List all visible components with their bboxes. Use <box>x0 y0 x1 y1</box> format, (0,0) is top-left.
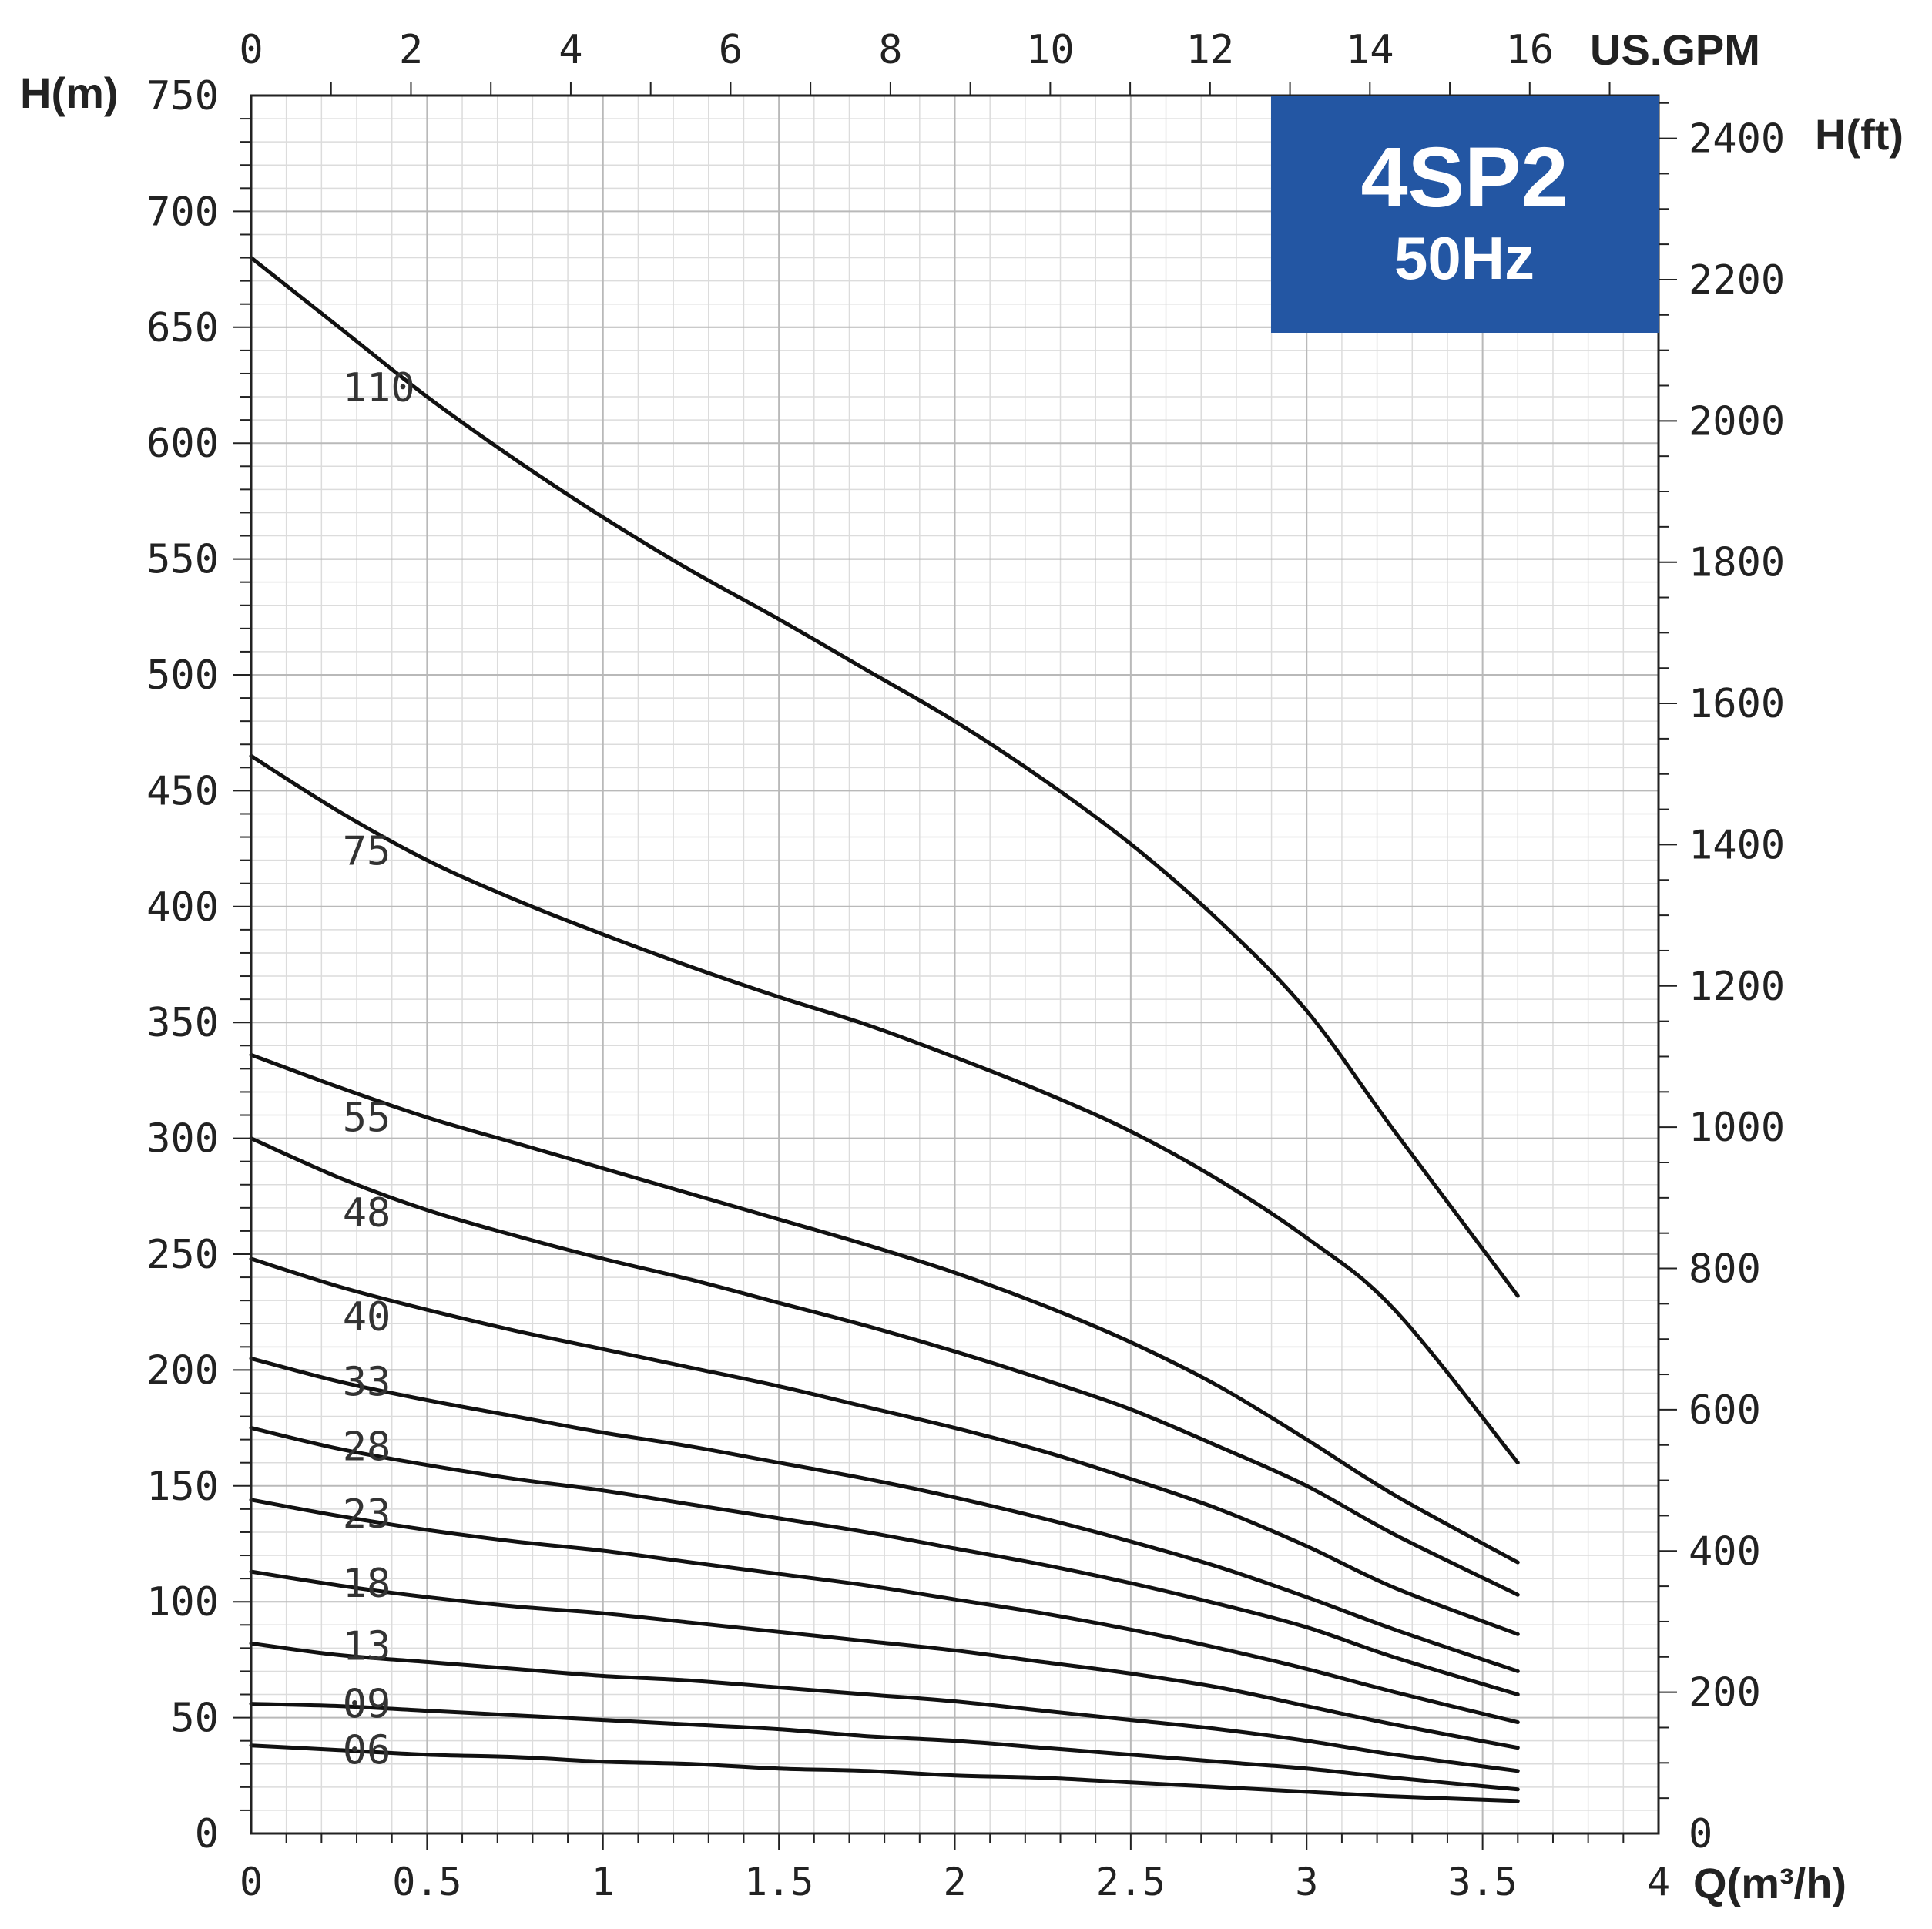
y-axis-title: H(m) <box>20 69 119 117</box>
y-right-tick-label: 2200 <box>1689 257 1785 304</box>
x-axis-bottom: 0 0.5 1 1.5 2 2.5 3 3.5 4 <box>240 1860 1670 1904</box>
curve-48 <box>249 1136 1520 1597</box>
curve-label-110: 110 <box>343 365 415 411</box>
chart-title: 4SP2 <box>1360 130 1568 225</box>
curve-110 <box>249 256 1520 1298</box>
model-badge-box <box>1271 96 1659 333</box>
x-tick-label: 0 <box>240 1860 263 1904</box>
y-right-tick-label: 400 <box>1689 1528 1761 1575</box>
curve-33 <box>249 1356 1520 1673</box>
curve-label-28: 28 <box>343 1424 391 1471</box>
x-tick-label: 1 <box>592 1860 615 1904</box>
y-tick-label: 700 <box>146 189 219 235</box>
x-tick-label: 3 <box>1295 1860 1318 1904</box>
y-right-tick-label: 800 <box>1689 1246 1761 1293</box>
curve-28 <box>249 1426 1520 1696</box>
x-tick-label: 4 <box>1647 1860 1670 1904</box>
y-tick-label: 350 <box>146 1000 219 1046</box>
y-tick-label: 100 <box>146 1579 219 1625</box>
y-axis-left: 0 50 100 150 200 250 300 350 400 450 500 550 600 650 7… <box>146 73 219 1857</box>
x-top-tick-label: 6 <box>719 27 743 73</box>
x-tick-label: 3.5 <box>1447 1860 1517 1904</box>
y-tick-label: 250 <box>146 1232 219 1278</box>
y-tick-label: 450 <box>146 768 219 814</box>
curve-label-33: 33 <box>343 1359 391 1405</box>
curve-label-75: 75 <box>343 829 391 875</box>
y-tick-label: 150 <box>146 1464 219 1510</box>
curve-75 <box>249 753 1520 1465</box>
x-tick-label: 2 <box>943 1860 966 1904</box>
curve-06 <box>249 1743 1520 1803</box>
y-right-tick-label: 2000 <box>1689 398 1785 445</box>
x-top-tick-label: 10 <box>1026 27 1075 73</box>
y-tick-label: 50 <box>170 1696 219 1742</box>
chart-subtitle: 50Hz <box>1394 224 1535 292</box>
y-right-tick-label: 1400 <box>1689 822 1785 868</box>
x-top-tick-label: 8 <box>878 27 902 73</box>
y-tick-label: 0 <box>195 1811 219 1857</box>
x-top-tick-label: 2 <box>399 27 423 73</box>
curve-label-48: 48 <box>343 1190 391 1236</box>
y-tick-label: 500 <box>146 653 219 699</box>
curve-label-13: 13 <box>343 1623 391 1669</box>
y-tick-label: 400 <box>146 884 219 931</box>
curve-40 <box>249 1256 1520 1636</box>
y-right-tick-label: 200 <box>1689 1670 1761 1716</box>
y-right-tick-label: 1200 <box>1689 964 1785 1010</box>
curve-13 <box>249 1641 1520 1773</box>
curve-18 <box>249 1569 1520 1750</box>
curve-label-06: 06 <box>343 1728 391 1774</box>
x-tick-label: 2.5 <box>1096 1860 1166 1904</box>
axis-ticks <box>233 82 1677 1850</box>
x-tick-label: 0.5 <box>392 1860 461 1904</box>
x-top-tick-label: 0 <box>239 27 263 73</box>
curve-label-55: 55 <box>343 1095 391 1142</box>
y-tick-label: 550 <box>146 537 219 583</box>
curve-55 <box>249 1052 1520 1565</box>
y-right-tick-label: 1600 <box>1689 681 1785 727</box>
y-tick-label: 750 <box>146 73 219 119</box>
y-axis-right: 0 200 400 600 800 1000 1200 1400 1600 1800 2000 220… <box>1689 116 1785 1857</box>
y-right-tick-label: 1000 <box>1689 1105 1785 1151</box>
model-badge: 4SP2 50Hz <box>1271 96 1659 333</box>
y-right-tick-label: 600 <box>1689 1387 1761 1434</box>
x-tick-label: 1.5 <box>744 1860 813 1904</box>
y-tick-label: 650 <box>146 305 219 351</box>
y-right-tick-label: 1800 <box>1689 540 1785 586</box>
x-top-tick-label: 12 <box>1186 27 1235 73</box>
y-tick-label: 600 <box>146 421 219 467</box>
y-right-tick-label: 0 <box>1689 1811 1712 1857</box>
y-axis-right-title: H(ft) <box>1815 110 1903 159</box>
y-tick-label: 200 <box>146 1347 219 1394</box>
x-axis-title: Q(m³/h) <box>1693 1859 1846 1907</box>
curve-23 <box>249 1498 1520 1725</box>
curve-label-23: 23 <box>343 1491 391 1538</box>
curve-label-40: 40 <box>343 1294 391 1340</box>
curve-label-18: 18 <box>343 1561 391 1607</box>
curve-09 <box>249 1702 1520 1792</box>
curve-label-09: 09 <box>343 1682 391 1728</box>
x-top-tick-label: 14 <box>1346 27 1394 73</box>
x-top-tick-label: 4 <box>558 27 582 73</box>
curves <box>249 256 1520 1803</box>
x-top-tick-label: 16 <box>1505 27 1554 73</box>
x-axis-top-title: US.GPM <box>1590 25 1760 74</box>
y-tick-label: 300 <box>146 1116 219 1162</box>
y-right-tick-label: 2400 <box>1689 116 1785 163</box>
x-axis-top: 0 2 4 6 8 10 12 14 16 <box>239 27 1554 73</box>
